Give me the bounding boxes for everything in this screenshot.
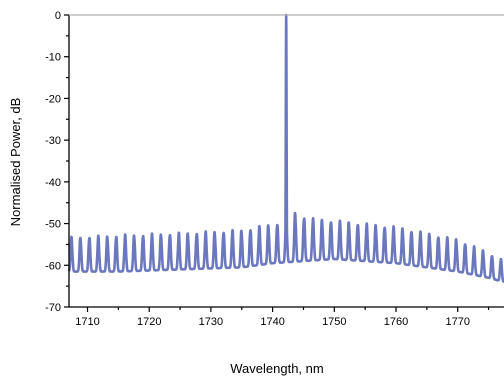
y-tick-label: 0: [55, 10, 61, 22]
plot-area: [67, 13, 504, 284]
y-tick-label: -10: [45, 52, 61, 64]
x-tick-label: 1760: [384, 316, 408, 328]
y-tick-label: -40: [45, 177, 61, 189]
x-tick-label: 1750: [322, 316, 346, 328]
y-tick-label: -30: [45, 135, 61, 147]
y-tick-label: -70: [45, 302, 61, 314]
x-tick-label: 1720: [137, 316, 161, 328]
series-line: [67, 13, 504, 284]
y-tick-label: -20: [45, 93, 61, 105]
y-tick-label: -50: [45, 219, 61, 231]
axes: 0 -10 -20 -30 -40 -50 -60 -70 1710 1720 1730 1740 17…: [45, 10, 504, 328]
y-axis-label: Normalised Power, dB: [8, 98, 23, 227]
x-tick-label: 1740: [260, 316, 284, 328]
x-tick-label: 1730: [199, 316, 223, 328]
x-axis-label: Wavelength, nm: [230, 361, 323, 376]
x-tick-label: 1770: [445, 316, 469, 328]
x-tick-label: 1710: [75, 316, 99, 328]
y-tick-label: -60: [45, 260, 61, 272]
